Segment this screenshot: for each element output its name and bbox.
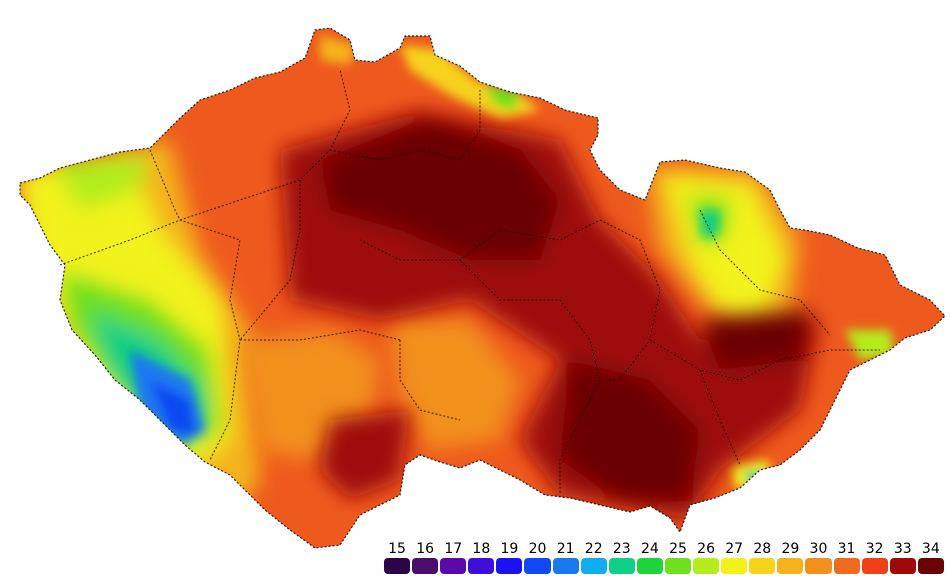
legend-swatch: [721, 558, 748, 574]
legend-swatch: [552, 558, 579, 574]
legend-swatch: [664, 558, 692, 574]
legend-swatch: [889, 558, 916, 574]
legend-swatch: [861, 558, 888, 574]
legend-label: 17: [444, 541, 463, 557]
legend-label: 34: [921, 541, 940, 557]
legend-swatch: [833, 558, 860, 574]
legend-label: 27: [725, 541, 744, 557]
legend-swatch: [917, 558, 944, 574]
legend-label: 19: [500, 541, 519, 557]
legend-labels: 15 16 17 18 19 20 21 22 23 24 25 26 27 28 29 30 31 32 33 34: [384, 540, 944, 558]
legend-label: 30: [809, 541, 828, 557]
legend-label: 22: [584, 541, 603, 557]
legend-swatch: [580, 558, 607, 574]
legend-label: 33: [893, 541, 912, 557]
legend-label: 18: [472, 541, 491, 557]
legend-label: 25: [669, 541, 687, 557]
legend-swatch: [749, 558, 776, 574]
legend-label: 31: [837, 541, 856, 557]
legend-label: 21: [556, 541, 575, 557]
legend-label: 29: [781, 541, 800, 557]
legend-swatch: [777, 558, 804, 574]
legend-label: 20: [528, 541, 547, 557]
legend-label: 24: [640, 541, 659, 557]
legend-label: 26: [697, 541, 715, 557]
legend-swatch: [524, 558, 551, 574]
legend-swatch: [608, 558, 635, 574]
legend-swatch: [805, 558, 832, 574]
legend-label: 32: [865, 541, 884, 557]
legend-swatch: [636, 558, 663, 574]
legend-label: 23: [612, 541, 631, 557]
legend-label: 28: [753, 541, 772, 557]
legend-swatch: [384, 558, 411, 574]
legend-swatch: [412, 558, 439, 574]
legend-swatch: [468, 558, 495, 574]
legend-label: 16: [416, 541, 435, 557]
legend-label: 15: [388, 541, 406, 557]
legend-swatch: [496, 558, 523, 574]
legend-swatch: [693, 558, 720, 574]
temperature-legend: 15 16 17 18 19 20 21 22 23 24 25 26 27 28 29 30 31 32 33 34: [384, 540, 944, 576]
legend-swatch: [440, 558, 467, 574]
region-borders: [59, 69, 880, 495]
legend-swatches: [384, 558, 944, 574]
